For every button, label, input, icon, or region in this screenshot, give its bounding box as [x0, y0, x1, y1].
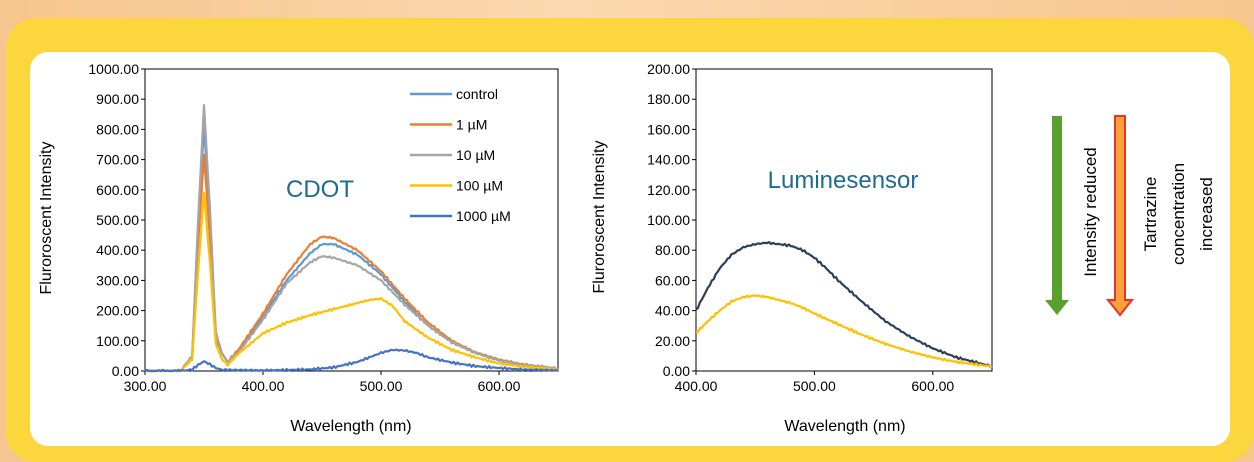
tartrazine-label-line3: increased: [1197, 177, 1216, 251]
y-tick-label: 700.00: [96, 152, 139, 168]
side-annotations: Intensity reduced Tartrazine concentrati…: [1045, 115, 1216, 317]
y-tick-label: 1000.00: [88, 61, 139, 77]
x-tick-label: 400.00: [242, 378, 285, 394]
y-tick-label: 200.00: [647, 61, 690, 77]
cdot-y-axis-label: Fluroroscent Intensity: [38, 142, 55, 295]
x-tick-label: 300.00: [124, 378, 167, 394]
cdot-axes: [141, 68, 559, 375]
y-tick-label: 140.00: [647, 152, 690, 168]
y-tick-label: 200.00: [96, 303, 139, 319]
legend-entry: control: [456, 86, 498, 102]
luminesensor-x-axis-label: Wavelength (nm): [784, 418, 905, 435]
y-tick-label: 160.00: [647, 121, 690, 137]
y-tick-label: 800.00: [96, 121, 139, 137]
cdot-series: [144, 103, 559, 373]
y-tick-label: 60.00: [655, 272, 690, 288]
luminesensor-axes: [692, 68, 993, 375]
cdot-chart: 0.00 100.00 200.00 300.00 400.00 500.00 600.00…: [38, 61, 559, 435]
green-down-arrow-icon: [1045, 116, 1069, 315]
y-tick-label: 400.00: [96, 242, 139, 258]
luminesensor-inner-title: Luminesensor: [768, 167, 919, 194]
y-tick-label: 0.00: [663, 363, 690, 379]
series-line: [695, 294, 993, 369]
legend-entry: 1 µM: [456, 117, 487, 133]
cdot-tick-labels: 0.00 100.00 200.00 300.00 400.00 500.00 600.00…: [88, 61, 520, 394]
y-tick-label: 500.00: [96, 212, 139, 228]
intensity-reduced-label: Intensity reduced: [1081, 147, 1100, 276]
cdot-legend: control 1 µM 10 µM 100 µM 1000 µM: [410, 86, 511, 224]
series-line: [695, 241, 993, 369]
tartrazine-label-line1: Tartrazine: [1141, 177, 1160, 252]
y-tick-label: 600.00: [96, 182, 139, 198]
luminesensor-series: [695, 241, 993, 369]
red-down-arrow-icon: [1105, 115, 1135, 317]
x-tick-label: 600.00: [911, 378, 954, 394]
y-tick-label: 180.00: [647, 91, 690, 107]
x-tick-label: 400.00: [675, 378, 718, 394]
y-tick-label: 900.00: [96, 91, 139, 107]
legend-entry: 100 µM: [456, 178, 503, 194]
x-tick-label: 500.00: [793, 378, 836, 394]
x-tick-label: 500.00: [360, 378, 403, 394]
legend-entry: 10 µM: [456, 147, 495, 163]
cdot-inner-title: CDOT: [286, 176, 354, 203]
series-line: [144, 103, 559, 373]
legend-entry: 1000 µM: [456, 208, 511, 224]
y-tick-label: 20.00: [655, 333, 690, 349]
series-line: [144, 348, 559, 373]
y-tick-label: 300.00: [96, 272, 139, 288]
series-line: [144, 191, 559, 373]
luminesensor-y-axis-label: Fluroroscent Intensity: [591, 141, 608, 294]
y-tick-label: 100.00: [96, 333, 139, 349]
cdot-x-axis-label: Wavelength (nm): [290, 418, 411, 435]
y-tick-label: 0.00: [112, 363, 139, 379]
y-tick-label: 120.00: [647, 182, 690, 198]
luminesensor-chart: 0.00 20.00 40.00 60.00 80.00 100.00 120.00 140.…: [591, 61, 993, 435]
y-tick-label: 100.00: [647, 212, 690, 228]
x-tick-label: 600.00: [478, 378, 521, 394]
y-tick-label: 40.00: [655, 303, 690, 319]
luminesensor-tick-labels: 0.00 20.00 40.00 60.00 80.00 100.00 120.00 140.…: [647, 61, 954, 394]
y-tick-label: 80.00: [655, 242, 690, 258]
tartrazine-label-line2: concentration: [1169, 163, 1188, 265]
chart-panel: [30, 52, 1230, 446]
